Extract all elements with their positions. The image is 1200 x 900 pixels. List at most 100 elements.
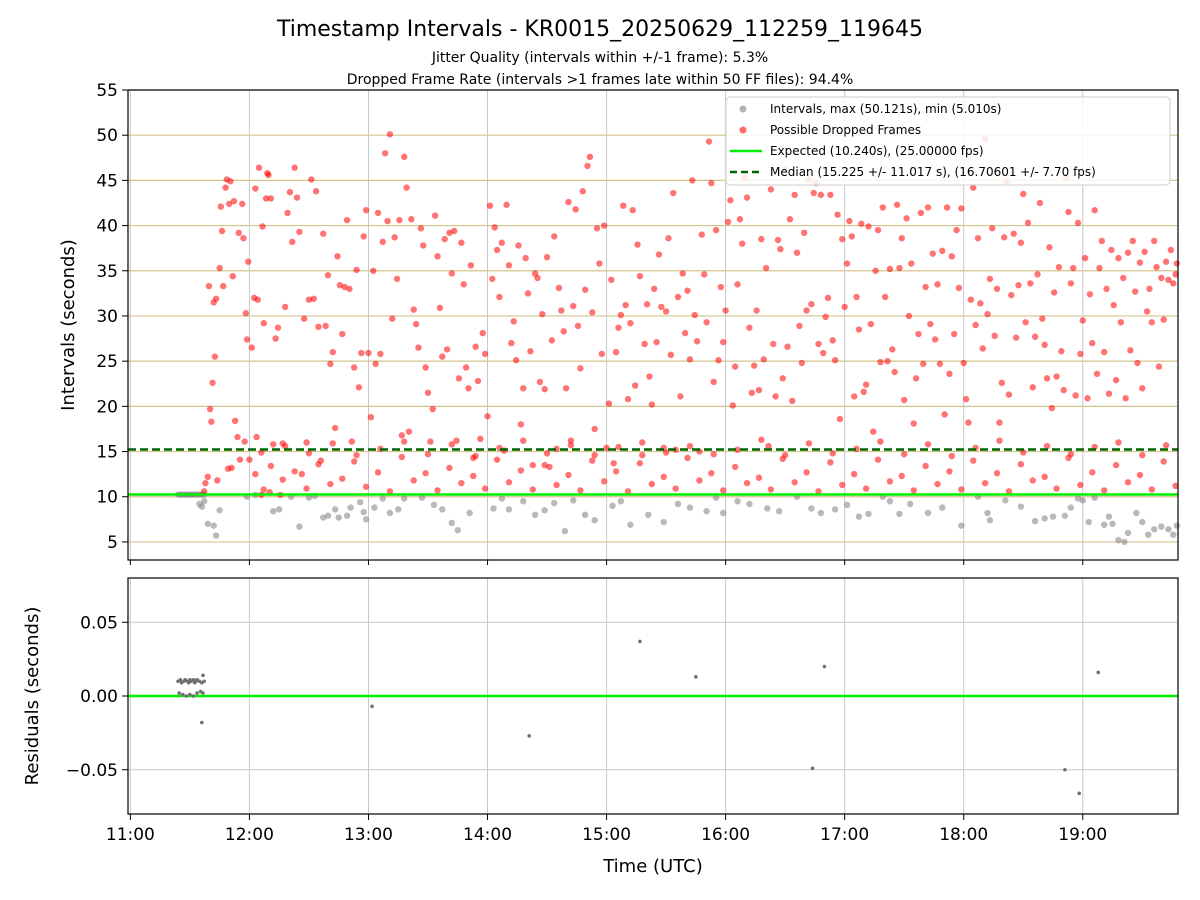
- dropped-frame-point: [910, 487, 917, 494]
- dropped-frame-point: [225, 200, 233, 208]
- dropped-frame-point: [708, 179, 715, 187]
- dropped-frame-point: [1067, 451, 1075, 458]
- dropped-frame-point: [912, 375, 920, 382]
- dropped-frame-point: [520, 385, 527, 392]
- dropped-frame-point: [427, 438, 434, 445]
- dropped-frame-point: [1029, 477, 1036, 484]
- interval-point: [275, 506, 283, 513]
- residual-point: [178, 677, 183, 682]
- dropped-frame-point: [1136, 471, 1144, 479]
- dropped-frame-point: [329, 348, 336, 356]
- dropped-frame-point: [550, 233, 558, 240]
- dropped-frame-point: [355, 384, 363, 391]
- interval-point: [204, 520, 211, 528]
- dropped-frame-point: [510, 318, 517, 325]
- residuals-grid: [128, 578, 1178, 814]
- dropped-frame-point: [867, 320, 875, 328]
- dropped-frame-point: [353, 451, 360, 459]
- intervals-y-tick-label: 15: [96, 443, 118, 463]
- dropped-frame-point: [436, 304, 444, 312]
- dropped-frame-point: [339, 475, 346, 482]
- dropped-frame-point: [496, 293, 503, 301]
- dropped-frame-point: [1124, 479, 1132, 486]
- dropped-frame-point: [643, 301, 651, 308]
- dropped-frame-point: [362, 483, 370, 490]
- dropped-frame-point: [403, 184, 410, 191]
- dropped-frame-point: [929, 250, 936, 257]
- dropped-frame-point: [934, 480, 941, 488]
- dropped-frame-point: [1105, 390, 1113, 397]
- dropped-frame-point: [327, 480, 334, 488]
- dropped-frame-point: [1172, 482, 1179, 490]
- dropped-frame-point: [539, 310, 546, 318]
- dropped-frame-point: [1096, 264, 1103, 272]
- dropped-frame-point: [348, 438, 356, 445]
- dropped-frame-point: [634, 241, 641, 248]
- dropped-frame-point: [1155, 363, 1163, 370]
- interval-point: [1031, 517, 1039, 525]
- dropped-frame-point: [289, 238, 296, 246]
- figure-title: Timestamp Intervals - KR0015_20250629_11…: [276, 17, 923, 42]
- dropped-frame-point: [555, 284, 563, 292]
- dropped-frame-point: [417, 225, 425, 232]
- dropped-frame-point: [772, 393, 779, 400]
- dropped-frame-point: [1158, 274, 1165, 282]
- dropped-frame-point: [710, 451, 717, 458]
- dropped-frame-point: [474, 377, 482, 385]
- dropped-frame-point: [908, 260, 915, 267]
- dropped-frame-point: [434, 253, 441, 260]
- dropped-frame-point: [1120, 274, 1127, 282]
- dropped-frame-point: [479, 329, 486, 337]
- dropped-frame-point: [1093, 370, 1101, 378]
- intervals-y-tick-label: 5: [107, 533, 118, 553]
- dropped-frame-point: [981, 479, 989, 487]
- dropped-frame-point: [422, 470, 429, 477]
- residual-point: [1077, 791, 1081, 796]
- dropped-frame-point: [391, 234, 398, 241]
- dropped-frame-point: [217, 203, 225, 210]
- dropped-frame-point: [703, 319, 710, 326]
- dropped-frame-point: [934, 281, 941, 288]
- dropped-frame-point: [648, 401, 656, 408]
- dropped-frame-point: [489, 275, 496, 283]
- dropped-frame-point: [279, 476, 286, 483]
- dropped-frame-point: [827, 459, 834, 466]
- dropped-frame-point: [424, 389, 432, 396]
- dropped-frame-point: [889, 346, 896, 353]
- interval-point: [454, 526, 461, 534]
- interval-point: [1165, 526, 1172, 533]
- dropped-frame-point: [667, 351, 675, 359]
- dropped-frame-point: [870, 428, 877, 435]
- dropped-frame-point: [946, 370, 953, 378]
- dropped-frame-point: [600, 222, 608, 229]
- dropped-frame-point: [1115, 254, 1122, 262]
- dropped-frame-point: [493, 456, 501, 463]
- dropped-frame-point: [1086, 291, 1094, 298]
- interval-point: [865, 510, 872, 518]
- dropped-frame-point: [1160, 316, 1167, 323]
- dropped-frame-point: [515, 242, 522, 249]
- dropped-frame-point: [1117, 319, 1125, 326]
- dropped-frame-point: [677, 393, 684, 400]
- interval-point: [331, 506, 339, 513]
- dropped-frame-point: [243, 336, 251, 343]
- dropped-frame-point: [936, 360, 944, 368]
- dropped-frame-point: [841, 303, 848, 311]
- legend-intervals-label: Intervals, max (50.121s), min (5.010s): [770, 102, 1001, 116]
- dropped-frame-point: [389, 315, 396, 322]
- dropped-frame-point: [536, 378, 544, 386]
- dropped-frame-point: [810, 189, 817, 197]
- dropped-frame-point: [481, 350, 489, 358]
- dropped-frame-point: [922, 462, 929, 470]
- dropped-frame-point: [729, 402, 736, 409]
- dropped-frame-point: [453, 437, 460, 444]
- interval-point: [531, 511, 539, 519]
- dropped-frame-point: [322, 322, 329, 330]
- dropped-frame-point: [727, 197, 734, 204]
- interval-point: [843, 501, 851, 509]
- interval-point: [703, 507, 710, 515]
- interval-point: [808, 505, 815, 512]
- dropped-frame-point: [1027, 280, 1034, 287]
- intervals-legend: Intervals, max (50.121s), min (5.010s) P…: [725, 96, 1171, 186]
- dropped-frame-point: [855, 326, 863, 333]
